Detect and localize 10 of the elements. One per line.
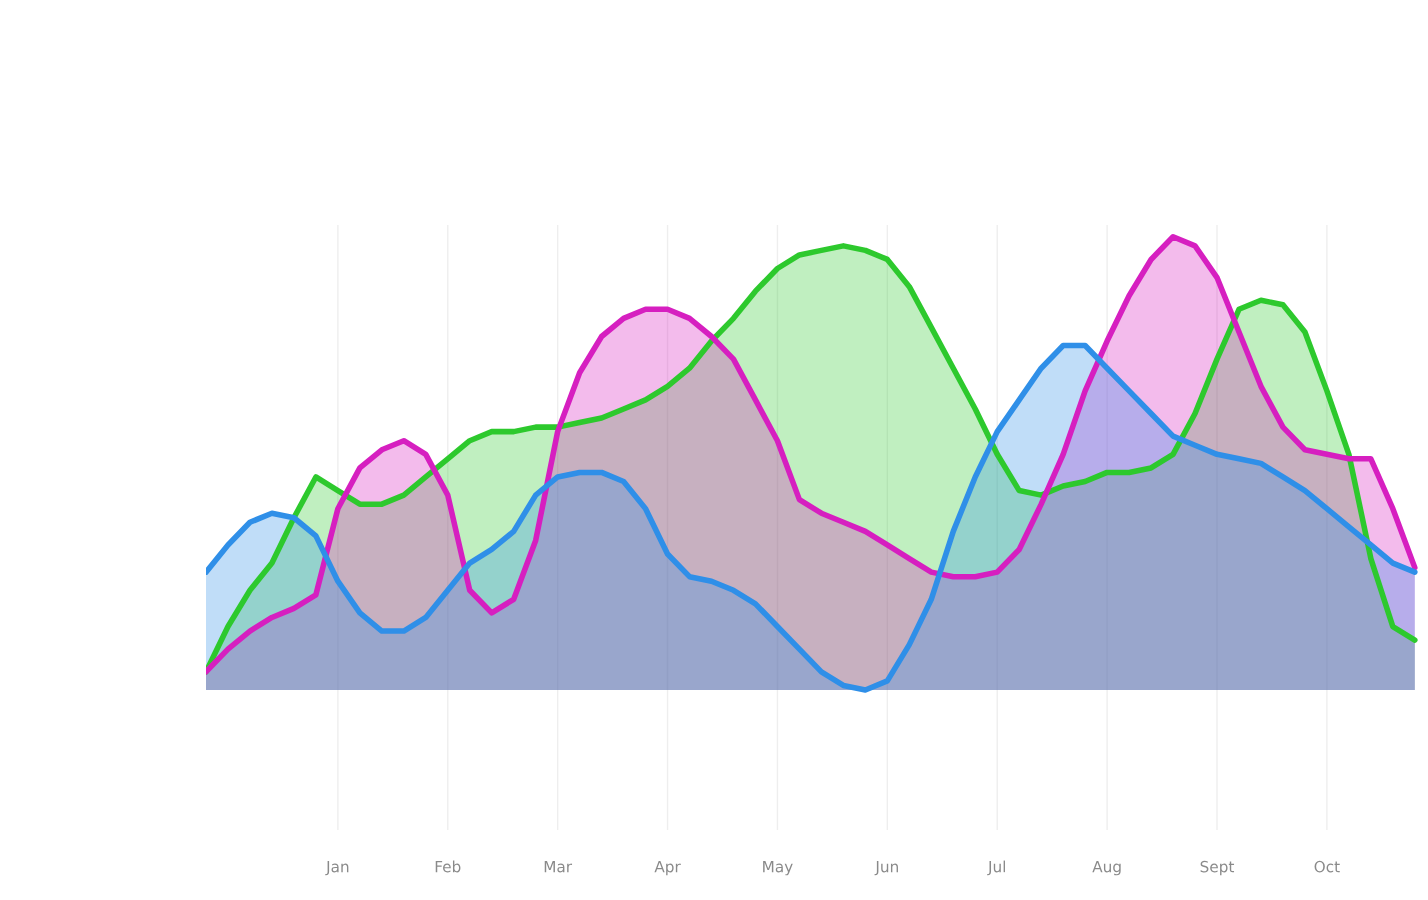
x-tick-label: Jun: [874, 861, 898, 876]
x-tick-label: Aug: [1092, 861, 1121, 876]
x-tick-label: Jul: [987, 860, 1006, 876]
x-tick-label: Apr: [654, 861, 681, 876]
x-tick-label: Mar: [544, 861, 573, 873]
x-tick-label: Sept: [1200, 860, 1235, 876]
x-tick-label: Feb: [435, 860, 461, 873]
x-tick-label: Oct: [1314, 860, 1340, 873]
x-tick-label: May: [763, 861, 793, 876]
x-tick-label: Jan: [325, 861, 349, 876]
